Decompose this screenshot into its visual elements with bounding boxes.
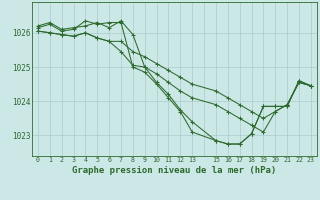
X-axis label: Graphe pression niveau de la mer (hPa): Graphe pression niveau de la mer (hPa)	[72, 166, 276, 175]
